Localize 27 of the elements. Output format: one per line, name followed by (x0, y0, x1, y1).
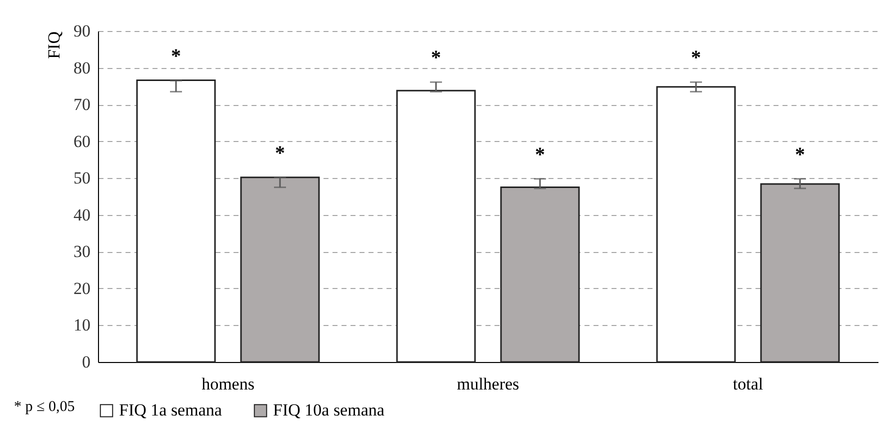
y-tick-label: 50 (74, 168, 90, 188)
annotation: * (171, 45, 181, 68)
annotation: * (795, 144, 805, 166)
y-tick-label: 60 (74, 132, 90, 151)
x-tick-label: homens (202, 374, 254, 394)
y-axis-title: FIQ (44, 32, 64, 59)
x-tick-label: mulheres (456, 374, 520, 394)
y-tick-label: 30 (74, 242, 90, 262)
bar (656, 86, 736, 363)
bar (396, 90, 476, 363)
y-tick-label: 80 (74, 58, 90, 78)
y-tick-label: 40 (74, 205, 90, 224)
annotation: * (535, 144, 545, 166)
annotation: * (691, 47, 701, 70)
legend-label: FIQ 10a semana (273, 400, 385, 420)
annotation: * (431, 47, 441, 70)
legend-label: FIQ 1a semana (119, 400, 222, 420)
y-tick-label: 20 (74, 278, 90, 298)
x-tick-label: total (732, 374, 764, 394)
bar (240, 176, 320, 363)
text: * p ≤ 0,05 (14, 399, 75, 415)
y-tick-label: 90 (74, 22, 90, 40)
y-tick-label: 10 (74, 316, 90, 335)
y-tick-label: 70 (74, 95, 90, 114)
y-tick-label: 0 (82, 352, 90, 372)
bar (136, 80, 216, 363)
annotation: * (275, 142, 285, 164)
